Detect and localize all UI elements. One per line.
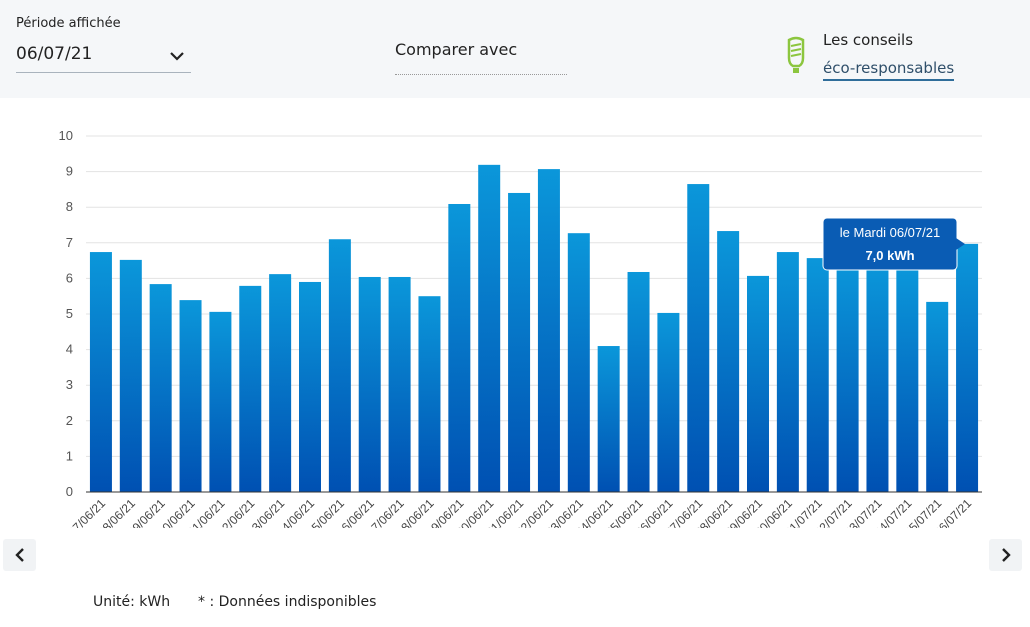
y-tick-label: 10 — [59, 128, 73, 143]
unit-note: Unité: kWh — [93, 594, 171, 610]
bar — [836, 260, 859, 492]
period-select[interactable]: 06/07/21 — [16, 44, 191, 73]
period-label: Période affichée — [16, 16, 121, 31]
bar — [597, 346, 620, 492]
bar — [627, 271, 650, 492]
bar — [776, 252, 799, 492]
bar — [418, 296, 441, 492]
bar — [358, 276, 381, 492]
bar — [269, 274, 292, 492]
tips-link[interactable]: éco-responsables — [823, 59, 955, 81]
next-button[interactable] — [989, 539, 1022, 571]
chevron-down — [170, 52, 184, 61]
tooltip: le Mardi 06/07/21 7,0 kWh — [822, 217, 965, 271]
period-value: 06/07/21 — [16, 44, 93, 64]
bar — [209, 311, 232, 492]
bar — [537, 169, 560, 492]
bar — [388, 276, 411, 492]
bar — [717, 231, 740, 492]
y-tick-label: 7 — [66, 235, 73, 250]
bar — [299, 281, 321, 492]
tooltip-pointer — [956, 238, 965, 250]
bulb-icon — [787, 36, 805, 73]
header: Période affichée 06/07/21 Comparer avec … — [0, 0, 1030, 98]
bar — [567, 233, 590, 493]
bar — [448, 203, 471, 492]
bar — [179, 300, 202, 492]
bar — [328, 239, 351, 492]
compare-label: Comparer avec — [395, 40, 518, 59]
y-tick-label: 8 — [66, 199, 73, 214]
chevron-right — [1001, 548, 1011, 562]
y-tick-label: 3 — [66, 377, 73, 392]
compare-select[interactable]: Comparer avec — [395, 40, 567, 75]
bar — [119, 259, 142, 492]
tooltip-title: le Mardi 06/07/21 — [840, 225, 940, 240]
chevron-left — [14, 548, 24, 562]
bar — [747, 275, 769, 492]
bar — [806, 258, 829, 492]
bar — [149, 284, 172, 492]
tips-line: Les conseils — [823, 31, 914, 49]
bar — [478, 164, 501, 492]
y-tick-label: 9 — [66, 164, 73, 179]
bar — [866, 264, 889, 492]
bar — [89, 252, 112, 492]
y-tick-label: 4 — [66, 342, 73, 357]
bar — [956, 243, 979, 492]
bar — [508, 192, 531, 492]
missing-note: * : Données indisponibles — [198, 594, 377, 610]
chart: 01234567891007/06/2108/06/2109/06/2110/0… — [59, 128, 982, 528]
bar — [239, 285, 262, 492]
tooltip-value: 7,0 kWh — [865, 248, 914, 263]
y-tick-label: 6 — [66, 270, 73, 285]
prev-button[interactable] — [3, 539, 36, 571]
y-tick-label: 1 — [66, 448, 73, 463]
y-tick-label: 0 — [66, 484, 73, 499]
bar — [657, 312, 680, 492]
bar — [687, 184, 710, 492]
bar — [896, 267, 919, 492]
y-tick-label: 2 — [66, 413, 73, 428]
bar — [926, 301, 949, 492]
y-tick-label: 5 — [66, 306, 73, 321]
